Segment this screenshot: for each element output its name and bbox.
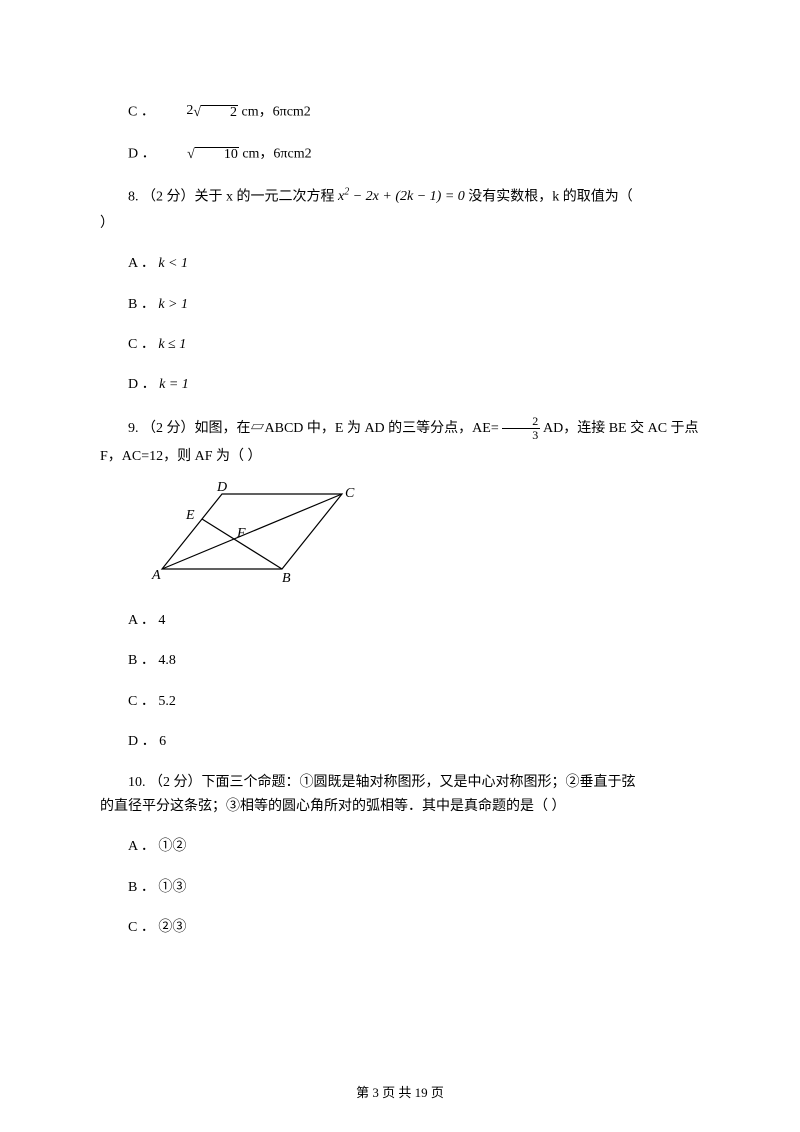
option-8d: D ． k = 1 bbox=[100, 374, 700, 396]
question-9-line2: F，AC=12，则 AF 为（ ） bbox=[100, 446, 700, 468]
option-label: C ． bbox=[128, 104, 155, 119]
option-9d: D ． 6 bbox=[100, 731, 700, 753]
question-10-line2: 的直径平分这条弦；③相等的圆心角所对的弧相等．其中是真命题的是（ ） bbox=[100, 796, 700, 818]
option-9c: C ． 5.2 bbox=[100, 691, 700, 713]
option-9a: A ． 4 bbox=[100, 610, 700, 632]
option-8a: A ． k < 1 bbox=[100, 253, 700, 275]
label-e: E bbox=[185, 508, 195, 523]
parallelogram-diagram: A B C D E F bbox=[142, 479, 700, 592]
sqrt-expr: 2√2 bbox=[158, 100, 238, 124]
option-8c: C ． k ≤ 1 bbox=[100, 334, 700, 356]
equation: x2 − 2x + (2k − 1) = 0 bbox=[338, 189, 465, 204]
label-a: A bbox=[151, 568, 161, 583]
question-8-close: ） bbox=[100, 213, 700, 235]
label-d: D bbox=[216, 480, 227, 495]
question-10: 10. （2 分）下面三个命题：①圆既是轴对称图形，又是中心对称图形；②垂直于弦 bbox=[100, 772, 700, 794]
sqrt-expr: √10 bbox=[159, 142, 239, 166]
diagonal-ac bbox=[162, 494, 342, 569]
option-9b: B ． 4.8 bbox=[100, 650, 700, 672]
label-b: B bbox=[282, 571, 291, 584]
label-f: F bbox=[236, 526, 246, 541]
option-7d: D ． √10 cm，6πcm2 bbox=[100, 142, 700, 166]
option-10c: C ． ②③ bbox=[100, 917, 700, 939]
option-tail: cm，6πcm2 bbox=[242, 104, 311, 119]
page-footer: 第 3 页 共 19 页 bbox=[0, 1083, 800, 1104]
option-tail: cm，6πcm2 bbox=[242, 147, 311, 162]
option-8b: B ． k > 1 bbox=[100, 294, 700, 316]
option-label: D ． bbox=[128, 147, 156, 162]
fraction: 2 3 bbox=[502, 415, 540, 442]
option-10b: B ． ①③ bbox=[100, 877, 700, 899]
question-9: 9. （2 分）如图，在▱ABCD 中，E 为 AD 的三等分点，AE= 2 3… bbox=[100, 415, 700, 442]
option-7c: C ． 2√2 cm，6πcm2 bbox=[100, 100, 700, 124]
option-10a: A ． ①② bbox=[100, 836, 700, 858]
label-c: C bbox=[345, 486, 355, 501]
question-8: 8. （2 分）关于 x 的一元二次方程 x2 − 2x + (2k − 1) … bbox=[100, 185, 700, 209]
